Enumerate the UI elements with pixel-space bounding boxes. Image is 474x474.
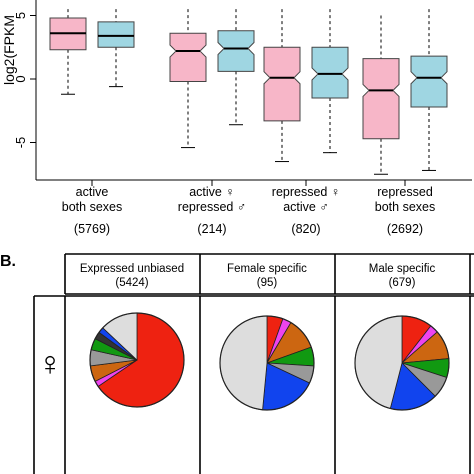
y-axis-label: log2(FPKM xyxy=(1,15,17,85)
box-male xyxy=(217,30,255,72)
pie-layer xyxy=(89,312,450,411)
group-label-line: active xyxy=(76,185,109,199)
box-male xyxy=(311,46,349,99)
box-female xyxy=(362,58,400,140)
box-male xyxy=(410,55,448,108)
y-tick-label: 5 xyxy=(13,12,28,19)
y-tick-label: 0 xyxy=(13,75,28,82)
group-count: (2692) xyxy=(387,222,423,236)
group-label-line: active ♂ xyxy=(283,200,329,214)
y-tick-label: -5 xyxy=(13,137,28,149)
row-label-female-symbol: ♀ xyxy=(37,345,63,383)
panel-b-label: B. xyxy=(0,253,16,270)
group-label-line: both sexes xyxy=(375,200,435,214)
column-header-count-2: (95) xyxy=(257,277,278,289)
box-male xyxy=(97,21,135,48)
box-female xyxy=(263,46,301,122)
group-count: (214) xyxy=(197,222,226,236)
pie-slice xyxy=(219,315,268,411)
group-label-line: active ♀ xyxy=(189,185,235,199)
group-label-line: repressed ♀ xyxy=(272,185,340,199)
group-label-line: repressed xyxy=(377,185,433,199)
column-header-title-2: Female specific xyxy=(227,263,307,275)
box-female xyxy=(169,32,207,83)
pie-outline xyxy=(89,312,185,408)
column-header-count-3: (679) xyxy=(389,277,416,289)
column-header-title-1: Expressed unbiased xyxy=(80,263,184,275)
column-header-title-3: Male specific xyxy=(369,263,436,275)
pie-grid-lines xyxy=(33,253,474,474)
pie-outline xyxy=(219,315,315,411)
pie-outline xyxy=(354,315,450,411)
group-label-line: both sexes xyxy=(62,200,122,214)
group-count: (5769) xyxy=(74,222,110,236)
group-count: (820) xyxy=(291,222,320,236)
column-header-count-1: (5424) xyxy=(115,277,148,289)
group-label-line: repressed ♂ xyxy=(178,200,246,214)
